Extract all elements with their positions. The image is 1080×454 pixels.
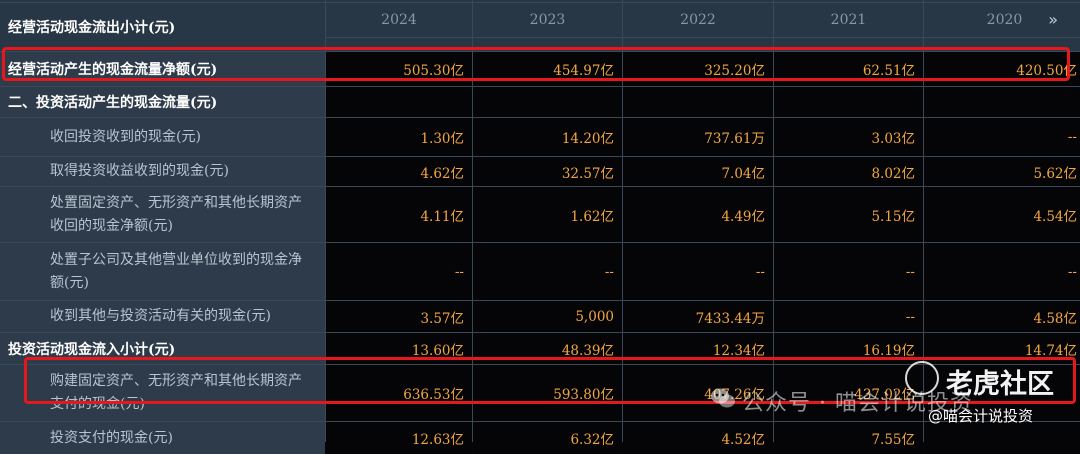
table-cell: 7.04亿 [623,157,773,186]
table-cell [774,87,923,117]
brand-watermark: 老虎社区 [946,369,1054,400]
double-chevron-right-icon[interactable]: » [1048,10,1058,29]
table-cell: 1.62亿 [473,187,622,242]
table-cell: 13.60亿 [326,333,472,364]
table-cell: -- [774,243,923,300]
row-label-capex: 购建固定资产、无形资产和其他长期资产支付的现金(元) [0,365,325,421]
table-cell: 3.57亿 [326,301,472,332]
table-cell: 8.02亿 [774,157,923,186]
table-cell: 3.03亿 [774,118,923,156]
table-cell [924,87,1080,117]
table-cell: 1.30亿 [326,118,472,156]
row-label-investing-inflow-subtotal: 投资活动现金流入小计(元) [0,333,325,364]
row-label-operating-net-cash-flow: 经营活动产生的现金流量净额(元) [0,52,325,86]
tiger-logo-icon [905,361,939,395]
cutoff-row-label [0,0,325,2]
year-header[interactable]: 2022 [623,3,773,37]
table-cell: 4.62亿 [326,157,472,186]
row-label: 收回投资收到的现金(元) [0,118,325,156]
header-strip [774,38,923,51]
table-cell: 593.80亿 [473,365,622,421]
table-cell: 32.57亿 [473,157,622,186]
table-cell: -- [326,243,472,300]
row-label: 投资支付的现金(元) [0,422,325,454]
table-cell: 4.54亿 [924,187,1080,242]
table-cell: 420.50亿 [924,52,1080,86]
table-cell [924,422,1080,454]
table-cell: 4.49亿 [623,187,773,242]
section-heading-investing: 二、投资活动产生的现金流量(元) [0,87,325,117]
table-cell: 454.97亿 [473,52,622,86]
cutoff-row-cell [326,0,472,2]
header-row-label: 经营活动现金流出小计(元) [0,3,325,51]
header-strip [924,38,1080,51]
table-cell [924,365,1080,421]
wechat-icon [711,388,735,408]
row-label: 收到其他与投资活动有关的现金(元) [0,301,325,332]
year-header[interactable]: 2020 [924,3,1080,37]
header-strip [623,38,773,51]
header-strip [473,38,622,51]
table-cell: 16.19亿 [774,333,923,364]
table-cell: 505.30亿 [326,52,472,86]
table-cell: 325.20亿 [623,52,773,86]
table-cell: 12.34亿 [623,333,773,364]
table-cell: 5.62亿 [924,157,1080,186]
cutoff-row-cell [473,0,622,2]
year-header[interactable]: 2023 [473,3,622,37]
row-label: 取得投资收益收到的现金(元) [0,157,325,186]
wechat-watermark: 公众号 · 喵会计说投资 [742,391,973,416]
cutoff-row-cell [623,0,773,2]
table-cell: 12.63亿 [326,422,472,454]
table-cell: 5,000 [473,301,622,332]
table-cell [623,87,773,117]
year-header[interactable]: 2021 [774,3,923,37]
table-cell: 4.11亿 [326,187,472,242]
table-cell: 14.20亿 [473,118,622,156]
table-cell: 636.53亿 [326,365,472,421]
table-cell: -- [924,243,1080,300]
table-cell: 6.32亿 [473,422,622,454]
table-cell: -- [774,301,923,332]
header-strip [326,38,472,51]
row-label: 处置固定资产、无形资产和其他长期资产收回的现金净额(元) [0,187,325,242]
year-header[interactable]: 2024 [326,3,472,37]
table-cell [473,87,622,117]
row-label: 处置子公司及其他营业单位收到的现金净额(元) [0,243,325,300]
cutoff-row-cell [924,0,1080,2]
table-cell: 14.74亿 [924,333,1080,364]
table-cell: 4.52亿 [623,422,773,454]
table-cell [326,87,472,117]
cutoff-row-cell [774,0,923,2]
brand-handle: @喵会计说投资 [928,407,1034,425]
table-cell: 7433.44万 [623,301,773,332]
table-cell: 4.58亿 [924,301,1080,332]
table-cell: -- [924,118,1080,156]
table-cell: 407.26亿 [623,365,773,421]
table-cell: 5.15亿 [774,187,923,242]
table-cell: 62.51亿 [774,52,923,86]
table-cell: -- [623,243,773,300]
table-cell: 437.02亿 [774,365,923,421]
table-cell: 737.61万 [623,118,773,156]
table-cell: -- [473,243,622,300]
table-cell: 7.55亿 [774,422,923,454]
table-cell: 48.39亿 [473,333,622,364]
